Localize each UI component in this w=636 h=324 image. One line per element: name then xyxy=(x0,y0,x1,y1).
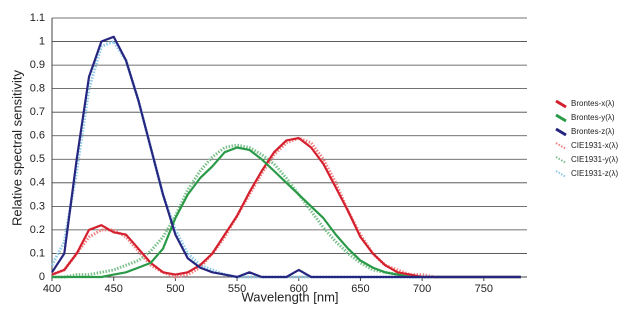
y-tick-label: 0 xyxy=(39,271,45,283)
y-tick-label: 1.1 xyxy=(30,12,45,24)
legend-label: Brontes-x(λ) xyxy=(571,99,615,108)
legend-label: CIE1931-x(λ) xyxy=(571,141,618,150)
y-tick-label: 0.5 xyxy=(30,153,45,165)
series-line xyxy=(51,136,521,279)
y-tick-label: 0.8 xyxy=(30,83,45,95)
x-tick-label: 750 xyxy=(475,283,493,295)
series-line xyxy=(52,146,521,279)
legend-label: CIE1931-z(λ) xyxy=(571,169,618,178)
x-tick-label: 550 xyxy=(228,283,246,295)
legend-label: Brontes-z(λ) xyxy=(571,127,615,136)
legend-swatch xyxy=(555,170,567,178)
y-tick-label: 0.2 xyxy=(30,224,45,236)
legend-swatch xyxy=(555,142,567,150)
y-tick-label: 0.3 xyxy=(30,200,45,212)
legend-swatch xyxy=(555,113,567,123)
x-tick-label: 650 xyxy=(351,283,369,295)
y-tick-label: 0.6 xyxy=(30,130,45,142)
x-tick-label: 600 xyxy=(290,283,308,295)
x-tick-label: 700 xyxy=(413,283,431,295)
x-tick-label: 500 xyxy=(166,283,184,295)
legend-label: Brontes-y(λ) xyxy=(571,113,615,122)
y-tick-label: 0.4 xyxy=(30,177,45,189)
x-axis-label: Wavelength [nm] xyxy=(241,289,338,304)
x-tick-label: 450 xyxy=(105,283,123,295)
legend-swatch xyxy=(555,99,567,109)
legend-swatch xyxy=(555,156,567,164)
y-tick-label: 0.9 xyxy=(30,59,45,71)
y-tick-label: 0.7 xyxy=(30,106,45,118)
series-line xyxy=(51,35,521,279)
y-tick-label: 1 xyxy=(39,35,45,47)
series-line xyxy=(52,143,521,279)
y-axis-label: Relative spectral sensitivity xyxy=(9,69,24,226)
x-tick-label: 400 xyxy=(43,283,61,295)
legend-label: CIE1931-y(λ) xyxy=(571,155,618,164)
y-tick-label: 0.1 xyxy=(30,247,45,259)
legend-swatch xyxy=(555,127,567,137)
